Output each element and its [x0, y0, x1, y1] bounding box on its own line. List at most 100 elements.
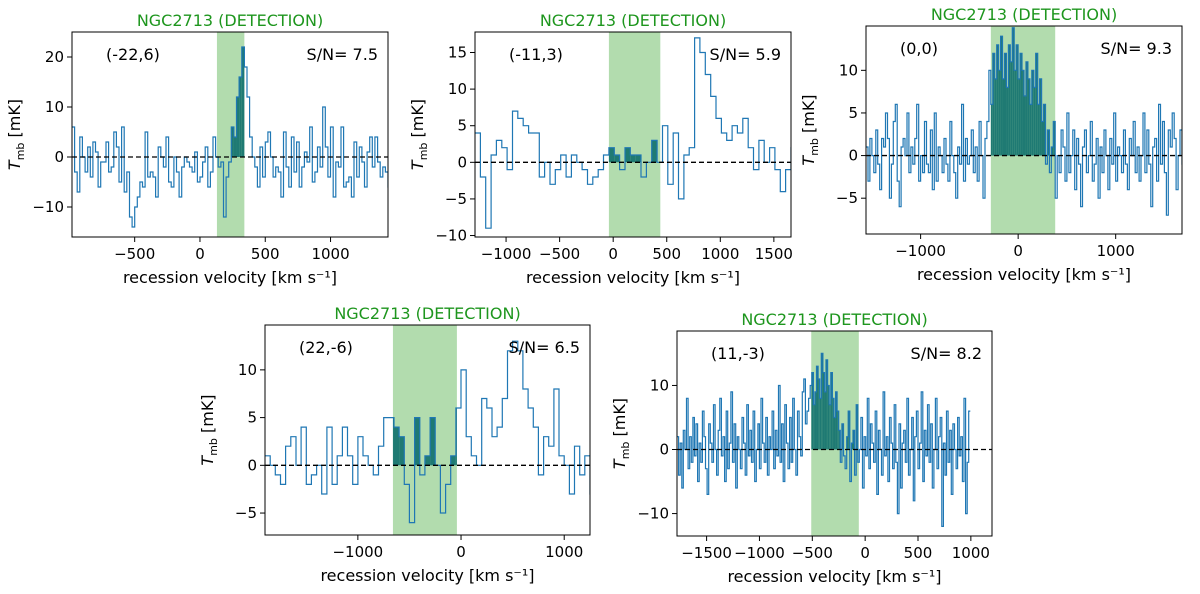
y-tick-label: −10: [32, 198, 64, 216]
panel-title: NGC2713 (DETECTION): [334, 304, 520, 323]
x-tick-label: −1000: [895, 242, 946, 260]
x-tick-label: 1000: [311, 245, 349, 263]
y-axis-symbol: T: [610, 458, 629, 469]
detection-fill-bar: [1018, 78, 1021, 156]
detection-fill-bar: [424, 455, 431, 466]
position-label: (-11,3): [509, 45, 563, 64]
y-tick-label: 20: [45, 48, 64, 66]
detection-fill-bar: [856, 404, 858, 450]
plot-frame: [71, 31, 389, 238]
detection-fill-bar: [818, 379, 820, 450]
x-tick-label: 0: [456, 543, 466, 561]
detection-fill-bar: [846, 436, 849, 450]
y-axis-unit: [mK]: [408, 99, 427, 143]
x-tick-label: 1000: [952, 544, 990, 562]
x-axis-label: recession velocity [km s⁻¹]: [917, 265, 1131, 284]
y-axis-symbol: T: [198, 455, 217, 466]
detection-fill-bar: [835, 391, 838, 450]
position-label: (0,0): [900, 39, 938, 58]
detection-fill-bar: [832, 398, 834, 450]
detection-fill-bar: [819, 398, 822, 450]
plot-area: [866, 26, 1182, 234]
spectrum-panel-2: −1000 −500 0 500 1000 1500 −10 −5 0 5 10 15 NGC2713 …: [408, 11, 793, 287]
detection-window-band: [392, 325, 457, 535]
detection-fill-bar: [1029, 104, 1032, 156]
spectrum-panel-3: −1000 0 1000 −5 0 5 10 NGC2713 (DETECTION) (0,0)…: [799, 5, 1183, 284]
detection-fill-bar: [990, 104, 993, 156]
x-tick-label: 0: [1013, 242, 1023, 260]
detection-fill-bar: [1010, 61, 1013, 156]
detection-fill-bar: [1039, 78, 1042, 156]
signal-to-noise-label: S/N= 9.3: [1101, 39, 1172, 58]
y-axis-label: Tmb [mK]: [5, 99, 27, 170]
spectrum-line: [677, 352, 971, 527]
detection-fill-bar: [1006, 87, 1009, 156]
detection-fill-bar: [1035, 53, 1038, 156]
detection-fill-bar: [392, 417, 394, 466]
detection-fill-bar: [1043, 104, 1046, 156]
spectrum-panel-4: −1000 0 1000 −5 0 5 10 NGC2713 (DETECTION) (22,-…: [198, 304, 591, 585]
plot-frame: [264, 324, 591, 536]
x-tick-label: 500: [904, 544, 933, 562]
y-axis-unit: [mK]: [799, 94, 818, 138]
detection-fill-bar: [241, 47, 245, 157]
detection-fill-bar: [1041, 121, 1044, 156]
detection-fill-bar: [992, 53, 995, 156]
x-tick-label: −500: [792, 544, 833, 562]
y-tick-label: −10: [637, 505, 669, 523]
panel-title: NGC2713 (DETECTION): [137, 11, 323, 30]
x-axis-label: recession velocity [km s⁻¹]: [123, 268, 337, 287]
detection-fill-bar: [830, 372, 833, 450]
detection-fill-bar: [824, 391, 827, 450]
detection-window-band: [608, 32, 661, 237]
detection-fill-bar: [851, 443, 853, 450]
detection-fill-bar: [1002, 78, 1005, 156]
panel-title: NGC2713 (DETECTION): [741, 310, 927, 329]
detection-fill-bar: [1027, 78, 1030, 156]
detection-fill-bar: [1047, 130, 1050, 156]
x-tick-label: 0: [860, 544, 870, 562]
detection-fill-bar: [233, 137, 237, 157]
detection-fill-bar: [1016, 44, 1019, 156]
detection-fill-bar: [399, 436, 405, 466]
signal-to-noise-label: S/N= 6.5: [509, 338, 580, 357]
x-tick-label: −500: [539, 245, 580, 263]
detection-fill-bar: [827, 385, 830, 450]
y-axis-label: Tmb [mK]: [610, 398, 632, 469]
detection-fill-bar: [996, 44, 999, 156]
x-tick-label: 0: [195, 245, 205, 263]
y-tick-label: 10: [839, 61, 858, 79]
x-tick-label: 1500: [755, 245, 793, 263]
detection-fill-bar: [1053, 121, 1056, 156]
detection-fill-bar: [236, 97, 240, 157]
spectrum-line: [475, 37, 791, 229]
spectrum-line: [72, 46, 388, 228]
detection-fill-bar: [837, 411, 839, 450]
detection-fill-bar: [838, 430, 841, 450]
y-tick-label: 0: [848, 147, 858, 165]
y-axis-subscript: mb: [14, 143, 27, 161]
x-axis-label: recession velocity [km s⁻¹]: [727, 567, 941, 586]
x-tick-label: −1000: [734, 544, 785, 562]
x-tick-label: 1000: [701, 245, 739, 263]
detection-fill-bar: [1024, 95, 1026, 156]
detection-fill-bar: [1033, 87, 1036, 156]
y-tick-label: 0: [247, 456, 257, 474]
signal-to-noise-label: S/N= 8.2: [911, 344, 982, 363]
y-tick-label: 0: [659, 441, 669, 459]
x-tick-label: 1000: [1097, 242, 1135, 260]
detection-fill-bar: [821, 353, 823, 450]
detection-fill-bar: [1014, 70, 1017, 156]
detection-fill-bar: [231, 127, 234, 157]
y-axis-label: Tmb [mK]: [198, 394, 220, 465]
y-axis-label: Tmb [mK]: [408, 99, 430, 170]
detection-fill-bar: [1025, 61, 1028, 156]
detection-fill-bar: [822, 372, 825, 450]
x-tick-label: −500: [114, 245, 155, 263]
detection-fill-bar: [608, 147, 615, 163]
plot-area: [475, 32, 791, 237]
plot-area: [265, 325, 590, 535]
detection-fill-bar: [833, 417, 836, 450]
y-tick-label: 10: [448, 80, 467, 98]
